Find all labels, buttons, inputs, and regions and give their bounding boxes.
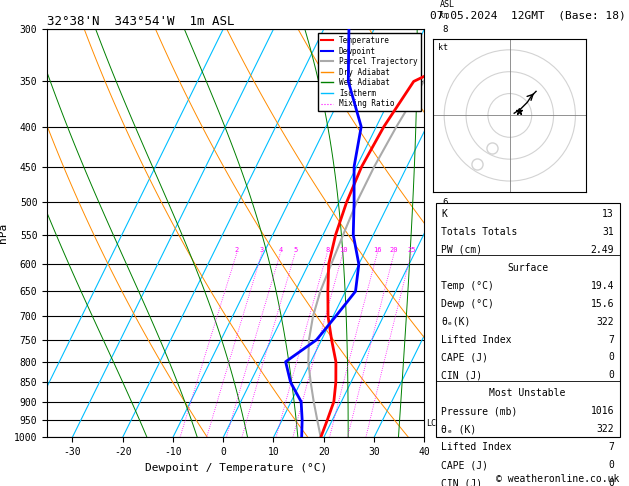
Text: 31: 31	[603, 227, 614, 237]
Text: ASL: ASL	[440, 0, 454, 9]
Text: CIN (J): CIN (J)	[441, 478, 482, 486]
Text: 15.6: 15.6	[591, 298, 614, 309]
Text: © weatheronline.co.uk: © weatheronline.co.uk	[496, 473, 620, 484]
Text: 1: 1	[442, 378, 447, 387]
Text: 19.4: 19.4	[591, 280, 614, 291]
Text: 0: 0	[608, 352, 614, 363]
X-axis label: Dewpoint / Temperature (°C): Dewpoint / Temperature (°C)	[145, 463, 327, 473]
Text: θₑ (K): θₑ (K)	[441, 424, 476, 434]
Text: 07.05.2024  12GMT  (Base: 18): 07.05.2024 12GMT (Base: 18)	[430, 11, 625, 21]
FancyBboxPatch shape	[435, 203, 620, 437]
Text: kt: kt	[438, 43, 448, 52]
Text: Totals Totals: Totals Totals	[441, 227, 518, 237]
Text: 3: 3	[260, 247, 264, 253]
Text: 7: 7	[442, 122, 447, 131]
Text: 2.49: 2.49	[591, 245, 614, 255]
Text: 5: 5	[293, 247, 298, 253]
Text: 7: 7	[608, 334, 614, 345]
Text: Lifted Index: Lifted Index	[441, 442, 511, 452]
Text: 4: 4	[442, 260, 447, 269]
Text: Surface: Surface	[507, 262, 548, 273]
Text: CIN (J): CIN (J)	[441, 370, 482, 381]
Text: PW (cm): PW (cm)	[441, 245, 482, 255]
Text: 20: 20	[390, 247, 399, 253]
Text: Lifted Index: Lifted Index	[441, 334, 511, 345]
Text: CAPE (J): CAPE (J)	[441, 352, 488, 363]
Text: Dewp (°C): Dewp (°C)	[441, 298, 494, 309]
Text: 6: 6	[442, 198, 447, 207]
Text: 25: 25	[407, 247, 416, 253]
Text: 0: 0	[608, 370, 614, 381]
Text: 0: 0	[608, 478, 614, 486]
Text: 8: 8	[442, 25, 447, 34]
Text: Temp (°C): Temp (°C)	[441, 280, 494, 291]
Text: 4: 4	[279, 247, 282, 253]
Y-axis label: hPa: hPa	[0, 223, 8, 243]
Text: 16: 16	[373, 247, 382, 253]
Text: Pressure (mb): Pressure (mb)	[441, 406, 518, 417]
Text: 0: 0	[608, 460, 614, 470]
Text: 5: 5	[442, 230, 447, 239]
Text: 8: 8	[325, 247, 330, 253]
Text: CAPE (J): CAPE (J)	[441, 460, 488, 470]
Text: 7: 7	[608, 442, 614, 452]
Text: θₑ(K): θₑ(K)	[441, 316, 470, 327]
Text: 32°38'N  343°54'W  1m ASL: 32°38'N 343°54'W 1m ASL	[47, 15, 235, 28]
Text: 3: 3	[442, 312, 447, 321]
Text: LCL: LCL	[426, 419, 441, 428]
Text: 1016: 1016	[591, 406, 614, 417]
Text: 10: 10	[339, 247, 347, 253]
Text: 322: 322	[596, 316, 614, 327]
Text: K: K	[441, 209, 447, 219]
Text: 2: 2	[235, 247, 239, 253]
Legend: Temperature, Dewpoint, Parcel Trajectory, Dry Adiabat, Wet Adiabat, Isotherm, Mi: Temperature, Dewpoint, Parcel Trajectory…	[318, 33, 421, 111]
Text: 13: 13	[603, 209, 614, 219]
Text: Most Unstable: Most Unstable	[489, 388, 565, 399]
Text: 322: 322	[596, 424, 614, 434]
Text: 2: 2	[442, 335, 447, 345]
Text: km: km	[440, 11, 450, 20]
